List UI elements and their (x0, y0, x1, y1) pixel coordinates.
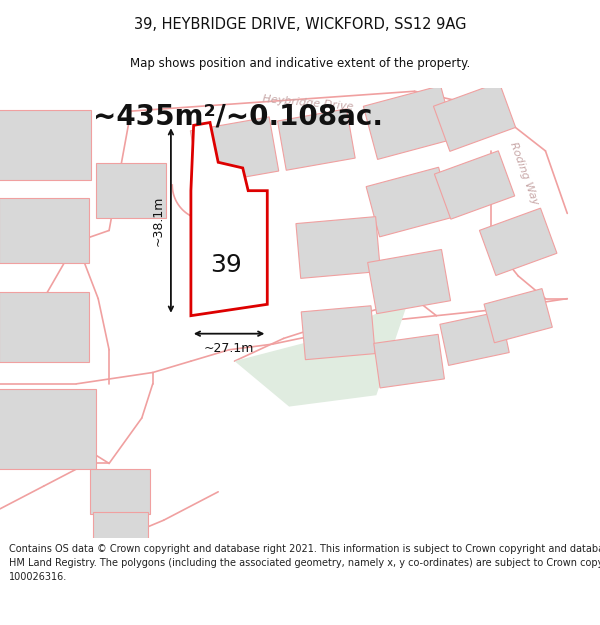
Text: Heybridge Drive: Heybridge Drive (262, 94, 354, 112)
Bar (0, 389, 96, 469)
Text: Contains OS data © Crown copyright and database right 2021. This information is : Contains OS data © Crown copyright and d… (9, 544, 600, 582)
Bar (296, 217, 380, 278)
Text: ~435m²/~0.108ac.: ~435m²/~0.108ac. (93, 102, 383, 131)
Text: Map shows position and indicative extent of the property.: Map shows position and indicative extent… (130, 56, 470, 69)
Text: Roding Way: Roding Way (508, 141, 539, 206)
Bar (0, 110, 91, 180)
Bar (301, 306, 375, 359)
Bar (374, 334, 445, 388)
Bar (433, 82, 515, 151)
Bar (0, 198, 89, 263)
Bar (479, 208, 557, 276)
Bar (434, 151, 515, 219)
Bar (96, 163, 166, 218)
Bar (90, 469, 150, 514)
Text: 39: 39 (211, 253, 242, 276)
Bar (366, 168, 452, 237)
Text: 39, HEYBRIDGE DRIVE, WICKFORD, SS12 9AG: 39, HEYBRIDGE DRIVE, WICKFORD, SS12 9AG (134, 17, 466, 32)
Bar (0, 292, 89, 362)
Bar (278, 109, 355, 170)
Bar (440, 311, 509, 366)
Bar (368, 249, 451, 314)
Bar (484, 289, 553, 342)
Bar (92, 512, 148, 552)
Bar (190, 117, 279, 185)
Polygon shape (235, 299, 409, 407)
Text: ~27.1m: ~27.1m (204, 342, 254, 354)
Polygon shape (191, 122, 267, 316)
Bar (364, 86, 455, 159)
Text: ~38.1m: ~38.1m (152, 196, 165, 246)
